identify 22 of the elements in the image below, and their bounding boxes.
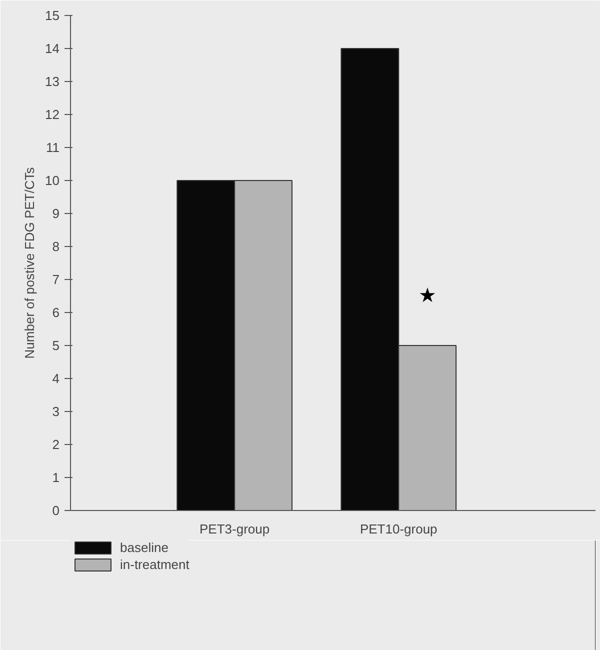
y-tick-label: 14: [45, 41, 60, 56]
x-tick-label: PET3-group: [200, 522, 270, 536]
y-tick-label: 0: [52, 503, 60, 518]
y-tick-label: 13: [45, 74, 60, 89]
y-axis-title: Number of postive FDG PET/CTs: [22, 166, 38, 359]
y-tick-label: 8: [52, 239, 60, 254]
y-tick-label: 2: [52, 437, 60, 452]
x-tick-label: PET10-group: [360, 522, 438, 536]
y-tick-label: 7: [52, 272, 60, 287]
y-tick-label: 9: [52, 206, 60, 221]
y-tick-label: 5: [52, 338, 60, 353]
legend-label: in-treatment: [120, 557, 190, 572]
y-tick-label: 3: [52, 404, 60, 419]
annotation: ★: [418, 285, 436, 307]
y-tick-label: 1: [52, 470, 60, 485]
y-tick-label: 12: [45, 107, 60, 122]
y-tick-label: 4: [52, 371, 60, 386]
legend-label: baseline: [120, 540, 168, 555]
y-tick-label: 11: [46, 140, 60, 155]
y-tick-label: 15: [45, 8, 60, 23]
y-tick-label: 10: [45, 173, 60, 188]
y-tick-label: 6: [52, 305, 60, 320]
